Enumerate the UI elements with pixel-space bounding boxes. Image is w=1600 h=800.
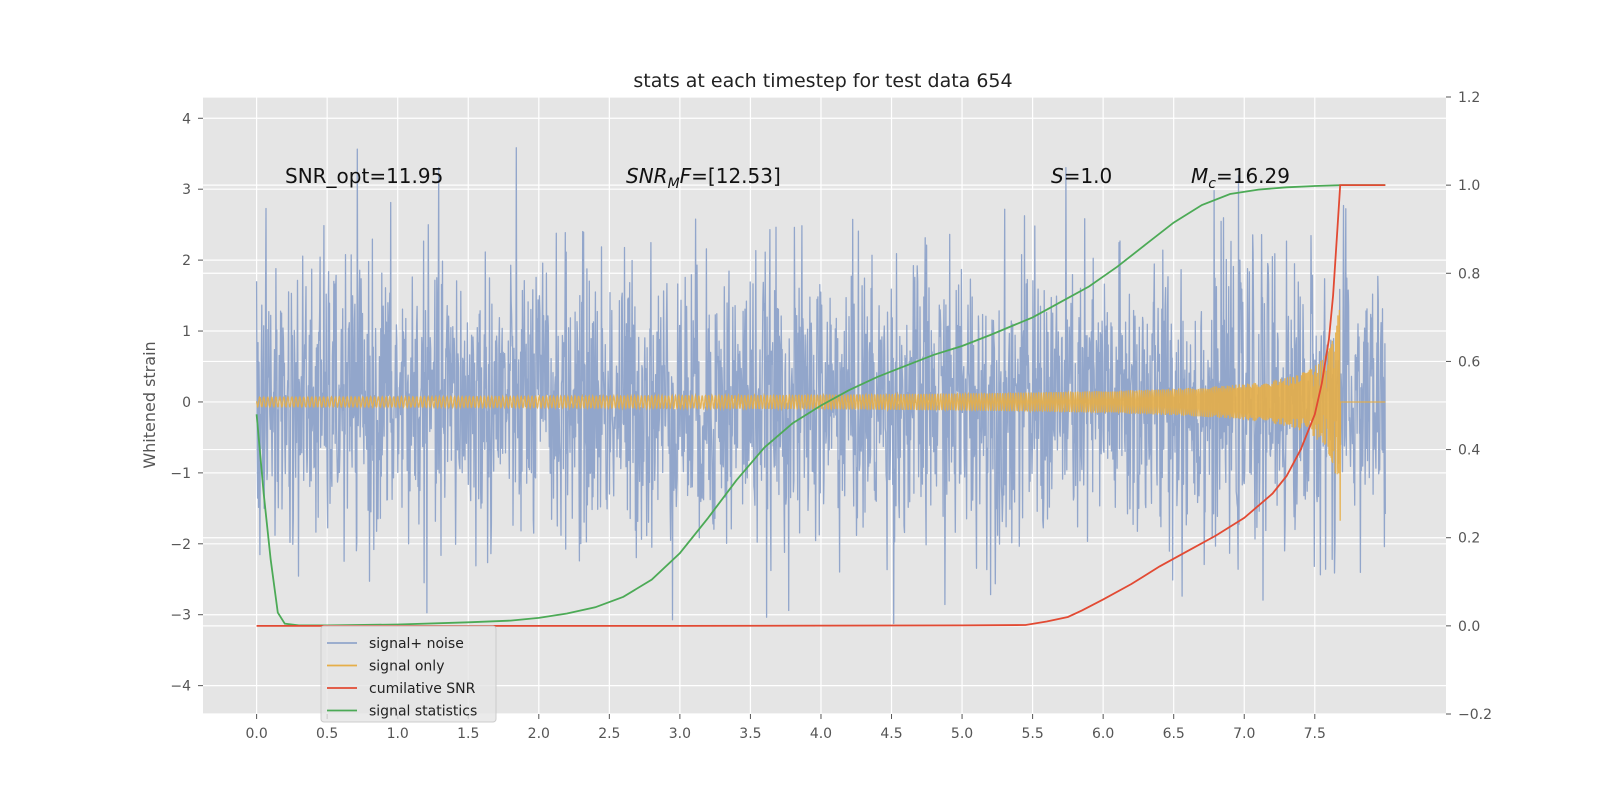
y-tick-label: 1 (182, 324, 191, 340)
y-tick-label: −3 (170, 608, 191, 624)
annotation-snr-mf: SNRMF=[12.53] (626, 164, 781, 192)
y-axis-label: Whitened strain (140, 341, 159, 468)
y2-tick-label: 0.0 (1458, 619, 1480, 635)
x-tick-label: 4.5 (880, 726, 902, 742)
y-axis-left: 4 3 2 1 0 −1 −2 −3 −4 (170, 111, 203, 695)
x-tick-label: 2.5 (598, 726, 620, 742)
annotation-mc: Mc=16.29 (1191, 164, 1290, 192)
annotation-snr-mf-sub: M (668, 176, 680, 192)
legend-label: signal+ noise (369, 636, 464, 652)
legend: signal+ noise signal only cumilative SNR si… (320, 625, 497, 723)
x-tick-label: 3.5 (739, 726, 761, 742)
x-tick-label: 0.5 (316, 726, 338, 742)
x-tick-label: 0.0 (245, 726, 267, 742)
x-tick-label: 6.5 (1163, 726, 1185, 742)
y-tick-label: −4 (170, 679, 191, 695)
y2-tick-label: 1.0 (1458, 178, 1480, 194)
x-axis: 0.0 0.5 1.0 1.5 2.0 2.5 3.0 3.5 4.0 4.5 5.0 5.5 6.0 6… (245, 714, 1326, 742)
y2-tick-label: 0.2 (1458, 531, 1480, 547)
annotation-s-symbol: S (1051, 164, 1064, 188)
annotation-snr-mf-prefix: SNR (626, 164, 668, 188)
legend-label: cumilative SNR (369, 681, 476, 697)
x-tick-label: 5.0 (951, 726, 973, 742)
annotation-mc-symbol: M (1191, 164, 1208, 188)
y2-tick-label: 1.2 (1458, 90, 1480, 106)
y-axis-right: 1.2 1.0 0.8 0.6 0.4 0.2 0.0 −0.2 (1446, 90, 1492, 723)
chart-title: stats at each timestep for test data 654 (633, 70, 1012, 92)
y-tick-label: 3 (182, 182, 191, 198)
y2-tick-label: 0.8 (1458, 266, 1480, 282)
series-cumulative-snr (256, 184, 1386, 627)
y-tick-label: 0 (182, 395, 191, 411)
legend-label: signal statistics (369, 704, 477, 720)
series-signal-statistics (255, 184, 1386, 627)
x-tick-label: 7.0 (1233, 726, 1255, 742)
annotation-snr-mf-suffix-italic: F (680, 164, 692, 188)
annotation-snr-opt: SNR_opt=11.95 (285, 164, 443, 188)
legend-box (320, 625, 497, 723)
x-tick-label: 3.0 (669, 726, 691, 742)
annotation-mc-value: =16.29 (1216, 164, 1290, 188)
x-tick-label: 6.0 (1092, 726, 1114, 742)
x-tick-label: 2.0 (528, 726, 550, 742)
legend-label: signal only (369, 659, 444, 675)
annotation-mc-sub: c (1208, 176, 1216, 192)
series-signal-noise (255, 147, 1386, 625)
x-tick-label: 1.5 (457, 726, 479, 742)
plot-series (255, 147, 1386, 627)
annotation-s-value: =1.0 (1064, 164, 1113, 188)
x-tick-label: 7.5 (1304, 726, 1326, 742)
y2-tick-label: 0.6 (1458, 354, 1480, 370)
annotation-snr-mf-values: =[12.53] (691, 164, 781, 188)
y-tick-label: 4 (182, 111, 191, 127)
annotation-s: S=1.0 (1051, 164, 1112, 188)
y-tick-label: −1 (170, 466, 191, 482)
y-tick-label: −2 (170, 537, 191, 553)
series-signal-only (255, 309, 1386, 521)
x-tick-label: 5.5 (1021, 726, 1043, 742)
y2-tick-label: 0.4 (1458, 443, 1480, 459)
y2-tick-label: −0.2 (1458, 707, 1492, 723)
y-tick-label: 2 (182, 253, 191, 269)
x-tick-label: 4.0 (810, 726, 832, 742)
x-tick-label: 1.0 (387, 726, 409, 742)
